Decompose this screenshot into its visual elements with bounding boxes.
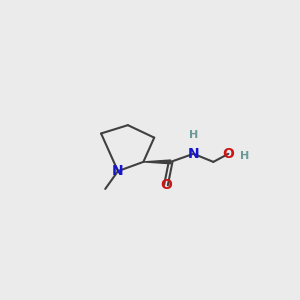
Text: H: H: [189, 130, 198, 140]
Text: H: H: [240, 151, 250, 161]
Text: N: N: [188, 147, 199, 161]
Text: O: O: [160, 178, 172, 192]
Text: N: N: [112, 164, 124, 178]
Polygon shape: [143, 160, 171, 164]
Text: O: O: [222, 147, 234, 161]
